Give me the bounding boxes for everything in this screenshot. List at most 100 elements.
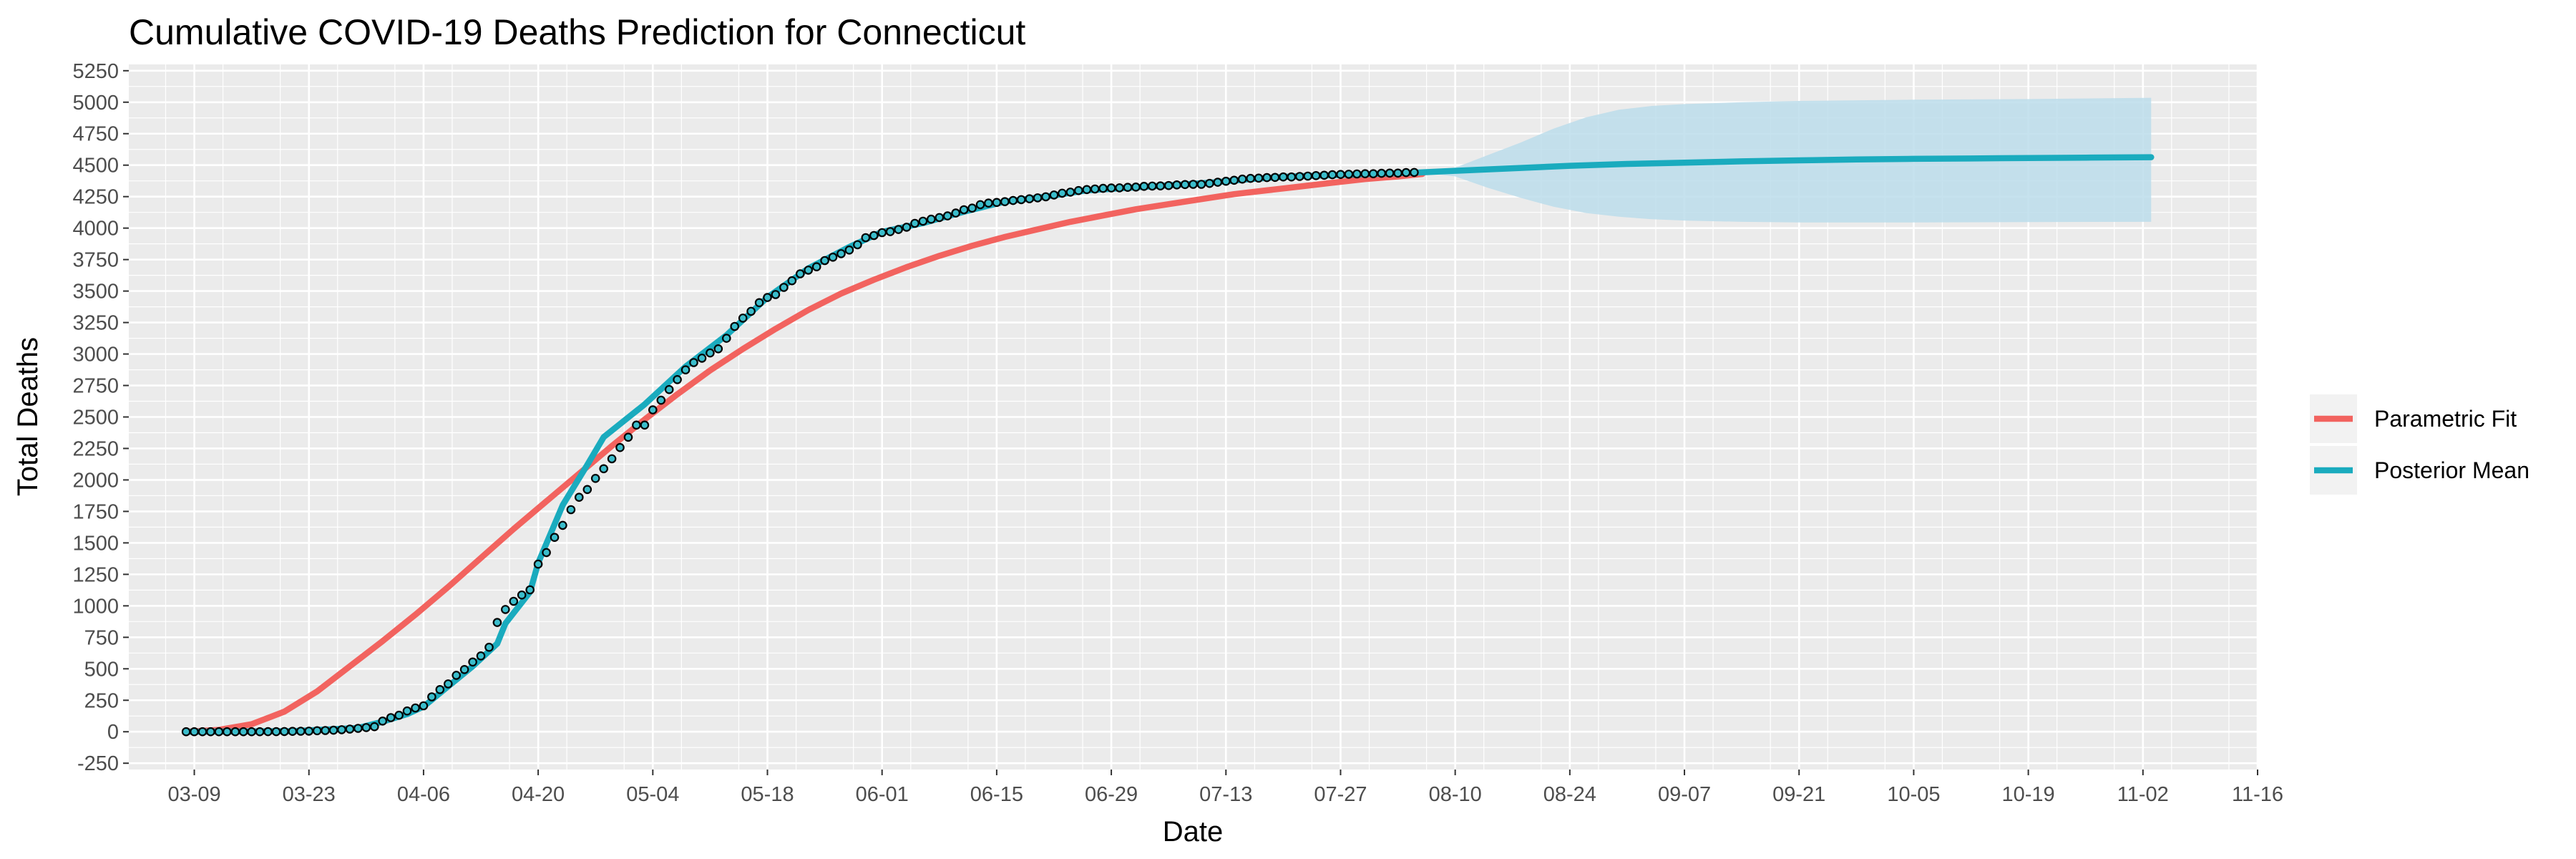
observed-point	[206, 727, 215, 737]
observed-point	[730, 321, 739, 331]
observed-point	[271, 727, 281, 737]
y-tick-label: 4500	[72, 155, 119, 178]
observed-point	[1115, 183, 1124, 193]
observed-point	[1131, 182, 1141, 192]
observed-point	[738, 314, 748, 323]
y-tick-label: 2500	[72, 407, 119, 430]
observed-point	[804, 266, 813, 275]
observed-point	[1270, 173, 1280, 183]
observed-point	[1172, 180, 1181, 190]
y-tick-label: 3000	[72, 344, 119, 367]
y-tick-label: 5250	[72, 60, 119, 83]
observed-point	[1344, 170, 1354, 179]
observed-point	[1008, 195, 1018, 205]
observed-points-layer	[181, 168, 1419, 737]
observed-point	[509, 596, 519, 606]
observed-point	[836, 249, 846, 258]
observed-point	[1221, 176, 1231, 186]
x-tick-label: 06-29	[1085, 783, 1138, 806]
y-tick-label: 4000	[72, 218, 119, 241]
observed-point	[1262, 173, 1272, 183]
observed-point	[402, 706, 412, 716]
observed-point	[411, 703, 420, 713]
y-tick-label: 2000	[72, 469, 119, 492]
observed-point	[623, 432, 633, 442]
observed-point	[492, 618, 502, 627]
observed-point	[607, 454, 617, 464]
y-axis-ticks: -250 0 250 500 750 1000 1250 1500 1750 2000 2250 25…	[72, 60, 129, 775]
y-tick-label: 3750	[72, 249, 119, 272]
x-tick-label: 04-20	[512, 783, 565, 806]
y-tick-label: 1000	[72, 595, 119, 618]
observed-point	[1205, 178, 1214, 188]
observed-point	[1074, 185, 1083, 195]
observed-point	[1327, 170, 1337, 180]
observed-point	[680, 365, 691, 374]
observed-point	[673, 374, 682, 384]
observed-point	[706, 348, 715, 358]
observed-point	[550, 533, 560, 542]
chart-title: Cumulative COVID-19 Deaths Prediction fo…	[129, 12, 1025, 52]
x-tick-label: 05-04	[626, 783, 679, 806]
observed-point	[1303, 171, 1312, 181]
observed-point	[1098, 183, 1108, 193]
observed-point	[1229, 175, 1239, 185]
observed-point	[1189, 180, 1198, 189]
x-axis-ticks: 03-09 03-23 04-06 04-20 05-04 05-18 06-01 06-15…	[167, 770, 2283, 806]
observed-point	[746, 306, 756, 316]
observed-point	[280, 727, 289, 737]
observed-point	[951, 208, 960, 218]
observed-point	[386, 713, 396, 722]
parametric-fit-line	[182, 170, 1426, 735]
y-tick-label: 2750	[72, 375, 119, 398]
observed-point	[452, 671, 461, 680]
legend: Parametric Fit Posterior Mean	[2310, 394, 2529, 495]
observed-point	[975, 200, 985, 210]
observed-point	[542, 548, 551, 558]
observed-point	[1213, 178, 1223, 187]
observed-point	[1163, 180, 1174, 190]
observed-point	[1025, 194, 1034, 203]
observed-point	[1090, 184, 1100, 194]
observed-point	[312, 726, 322, 736]
observed-point	[935, 213, 945, 223]
x-tick-label: 04-06	[397, 783, 450, 806]
observed-point	[689, 358, 698, 367]
observed-point	[378, 716, 387, 726]
observed-point	[984, 198, 993, 208]
x-tick-label: 11-02	[2117, 783, 2169, 806]
y-tick-label: 250	[84, 689, 119, 712]
observed-point	[1058, 188, 1067, 198]
y-tick-label: 4750	[72, 123, 119, 146]
observed-point	[844, 245, 854, 255]
y-tick-label: 2250	[72, 437, 119, 460]
observed-point	[771, 290, 781, 299]
observed-point	[353, 724, 363, 733]
x-tick-label: 06-01	[856, 783, 909, 806]
y-tick-label: -250	[77, 752, 119, 775]
observed-point	[811, 262, 821, 271]
x-tick-label: 11-16	[2232, 783, 2283, 806]
x-tick-label: 07-27	[1314, 783, 1367, 806]
observed-point	[721, 334, 731, 343]
observed-point	[337, 725, 346, 734]
observed-point	[288, 727, 298, 736]
observed-point	[1139, 181, 1149, 191]
x-tick-label: 08-10	[1429, 783, 1482, 806]
observed-point	[1336, 170, 1345, 179]
observed-point	[861, 233, 871, 243]
observed-point	[787, 276, 797, 286]
y-tick-label: 750	[84, 626, 119, 649]
observed-point	[459, 664, 469, 674]
observed-point	[942, 211, 952, 220]
observed-point	[910, 218, 919, 228]
observed-point	[1000, 197, 1010, 206]
observed-point	[640, 420, 650, 430]
x-tick-label: 09-21	[1772, 783, 1825, 806]
observed-point	[713, 344, 723, 354]
observed-point	[1368, 169, 1378, 178]
observed-point	[779, 283, 789, 292]
observed-point	[304, 727, 313, 736]
